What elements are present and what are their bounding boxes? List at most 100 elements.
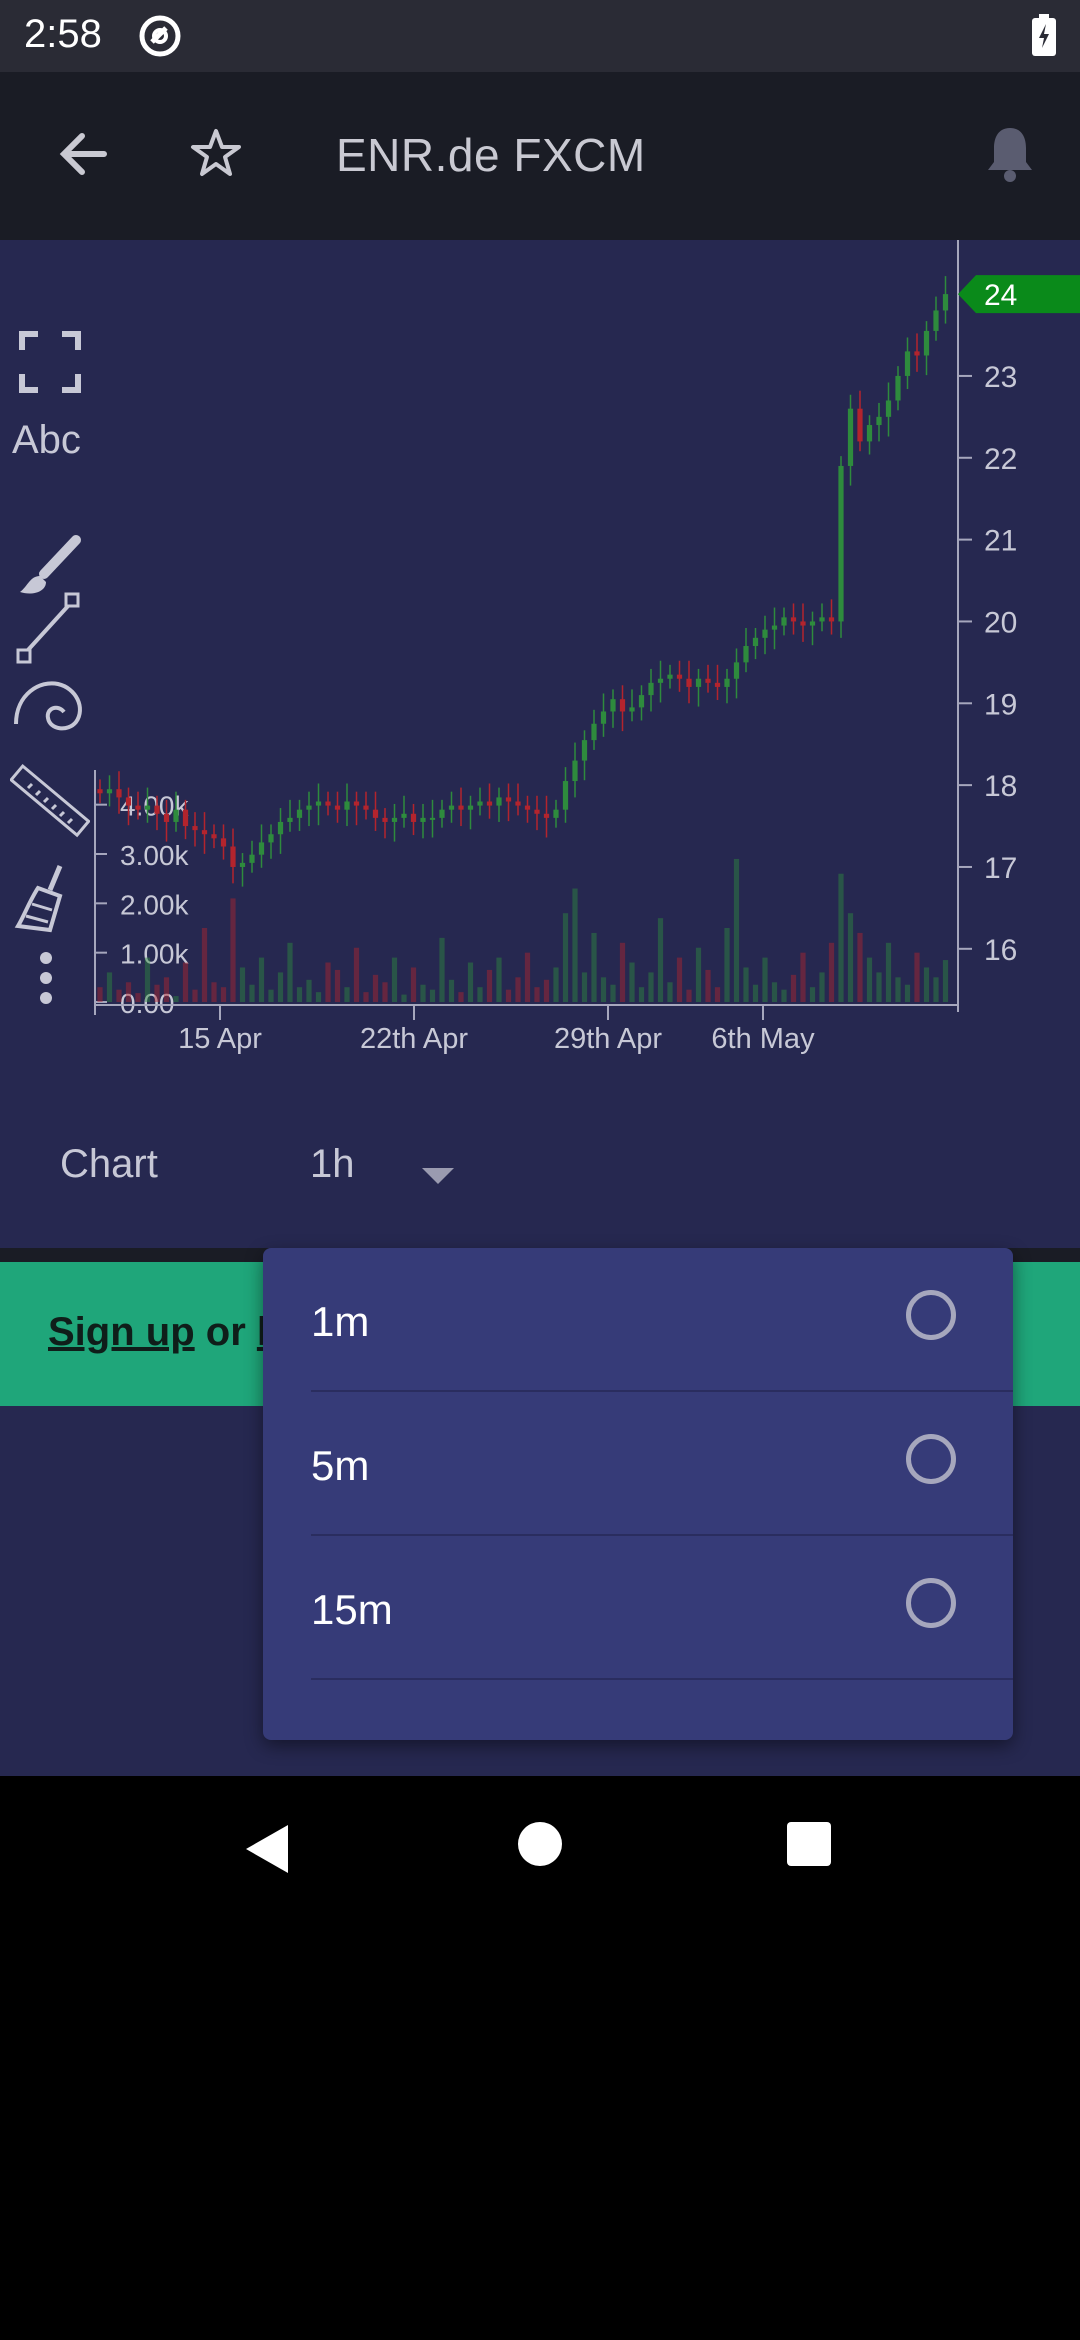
back-arrow-icon[interactable] <box>54 124 114 184</box>
option-5m[interactable]: 5m <box>263 1392 1013 1536</box>
candle-body <box>667 674 673 679</box>
volume-bar <box>942 960 949 1002</box>
volume-bar <box>467 962 474 1002</box>
candle-body <box>401 813 407 818</box>
option-label: 15m <box>311 1586 393 1633</box>
volume-bar <box>391 957 398 1002</box>
radio-button[interactable] <box>906 1290 956 1340</box>
candle-body <box>923 330 930 356</box>
price-tick-label: 22 <box>984 443 1017 476</box>
candle-body <box>600 711 607 724</box>
divider <box>311 1534 1013 1536</box>
price-tick-label: 19 <box>984 688 1017 721</box>
nav-recents-icon[interactable] <box>787 1822 831 1866</box>
volume-bar <box>562 913 569 1002</box>
volume-bar <box>524 952 531 1002</box>
candle-body <box>553 809 559 818</box>
nav-back-icon[interactable] <box>240 1821 296 1877</box>
candle-body <box>743 646 749 663</box>
candle-body <box>306 805 312 810</box>
volume-bar <box>923 967 930 1002</box>
candle-body <box>581 740 588 761</box>
volume-bar <box>230 898 236 1002</box>
favorite-star-icon[interactable] <box>188 126 244 182</box>
volume-bar <box>543 979 550 1002</box>
candle-body <box>448 805 455 810</box>
interval-select[interactable]: 1h <box>310 1142 355 1186</box>
alert-bell-icon[interactable] <box>982 122 1038 186</box>
current-price-badge <box>958 275 1080 314</box>
radio-button[interactable] <box>906 1578 956 1628</box>
volume-bar <box>201 928 208 1002</box>
candle-body <box>182 809 189 827</box>
option-1m[interactable]: 1m <box>263 1248 1013 1392</box>
volume-bar <box>116 989 122 1002</box>
volume-bar <box>904 984 911 1002</box>
app-toolbar: ENR.de FXCM <box>0 72 1080 240</box>
more-vertical-icon[interactable] <box>10 940 90 1020</box>
volume-bar <box>686 989 692 1002</box>
volume-bar <box>296 987 303 1002</box>
time-tick-label: 29th Apr <box>554 1023 662 1055</box>
volume-bar <box>515 977 521 1002</box>
brush-icon[interactable] <box>10 530 90 610</box>
candle-body <box>543 813 550 818</box>
candle-body <box>220 838 227 847</box>
volume-bar <box>809 987 816 1002</box>
price-chart[interactable]: 1617181920212223240.001.00k2.00k3.00k4.0… <box>0 240 1080 1100</box>
radio-button[interactable] <box>906 1434 956 1484</box>
volume-bar <box>629 962 635 1002</box>
line-tool-icon[interactable] <box>10 588 90 668</box>
volume-bar <box>439 937 445 1002</box>
volume-bar <box>743 967 749 1002</box>
candle-body <box>857 408 863 442</box>
candle-body <box>477 801 483 806</box>
candle-body <box>201 830 208 835</box>
candle-body <box>771 625 778 630</box>
fullscreen-icon[interactable] <box>10 322 90 402</box>
option-label: 5m <box>311 1442 370 1489</box>
volume-bar <box>657 918 664 1002</box>
login-link[interactable]: l <box>257 1310 268 1354</box>
volume-bar <box>819 972 825 1002</box>
volume-bar <box>648 972 654 1002</box>
ruler-icon[interactable] <box>10 762 90 842</box>
candle-body <box>192 826 198 831</box>
volume-bar <box>619 942 626 1002</box>
volume-bar <box>401 994 407 1002</box>
candle-body <box>781 617 787 626</box>
chevron-down-icon[interactable] <box>422 1168 454 1184</box>
candle-body <box>809 621 816 626</box>
candle-body <box>638 695 645 708</box>
candle-body <box>866 425 873 442</box>
candle-body <box>106 789 113 794</box>
option-15m[interactable]: 15m <box>263 1536 1013 1680</box>
current-price-label: 24 <box>984 279 1017 312</box>
status-time: 2:58 <box>24 12 102 56</box>
signup-link[interactable]: Sign up <box>48 1310 195 1354</box>
text-tool-icon[interactable]: Abc <box>12 418 81 462</box>
volume-bar <box>771 982 778 1002</box>
candle-body <box>619 699 626 712</box>
volume-bar <box>800 952 806 1002</box>
volume-bar <box>534 987 540 1002</box>
chart-area[interactable]: 1617181920212223240.001.00k2.00k3.00k4.0… <box>0 240 1080 1250</box>
nav-home-icon[interactable] <box>518 1822 562 1866</box>
battery-charging-icon <box>1032 14 1056 56</box>
volume-bar <box>914 952 920 1002</box>
candle-body <box>391 817 398 822</box>
eraser-broom-icon[interactable] <box>10 860 90 940</box>
volume-bar <box>458 992 464 1002</box>
candle-body <box>914 351 920 356</box>
app-notification-icon <box>139 15 181 57</box>
volume-bar <box>135 993 141 1002</box>
candle-body <box>515 801 521 806</box>
spiral-icon[interactable] <box>10 668 90 748</box>
candle-body <box>686 678 692 687</box>
candle-body <box>904 351 911 376</box>
status-bar: 2:58 <box>0 0 1080 72</box>
volume-bar <box>581 972 588 1002</box>
volume-bar <box>154 984 160 1002</box>
candle-body <box>211 834 217 839</box>
volume-bar <box>334 969 341 1002</box>
